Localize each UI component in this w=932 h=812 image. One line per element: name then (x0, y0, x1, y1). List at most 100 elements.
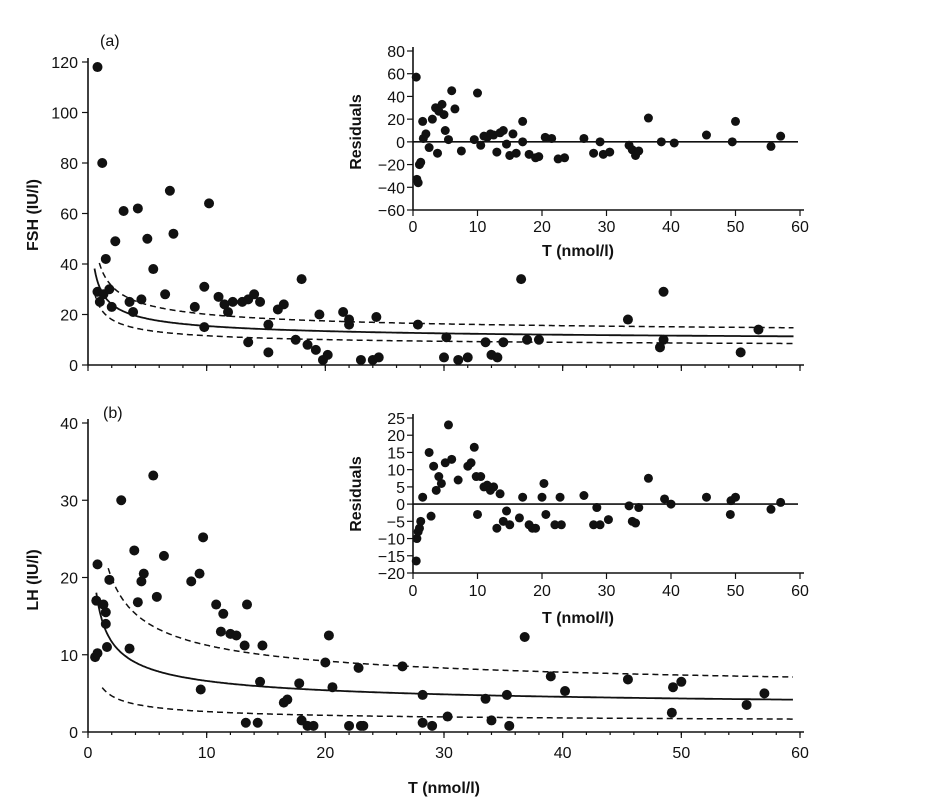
panel-b-x-tick: 20 (316, 745, 334, 762)
data-point (164, 185, 175, 196)
data-point (129, 545, 140, 556)
data-point (128, 306, 139, 317)
residual-point (539, 478, 549, 488)
data-point (501, 689, 512, 700)
panel-b-inset-y-tick: 10 (387, 463, 405, 480)
residual-point (518, 137, 528, 147)
residual-point (466, 458, 476, 468)
panel-a-inset-axes (407, 47, 804, 216)
panel-b-inset-x-tick-labels: 0 10 20 30 40 50 60 (409, 583, 809, 600)
data-point (158, 550, 169, 561)
panel-b-y-label: LH (IU/l) (25, 549, 42, 610)
data-point (92, 62, 103, 73)
residual-point (518, 492, 528, 502)
panel-b-inset-x-tick: 20 (533, 583, 551, 600)
data-point (441, 332, 452, 343)
panel-a-inset: Residuals T (nmol/l) −60 −40 −20 0 20 40… (348, 44, 809, 260)
panel-b-inset-axes (407, 414, 804, 579)
data-point (560, 686, 571, 697)
panel-b-x-label: T (nmol/l) (408, 780, 480, 797)
residual-point (411, 556, 421, 566)
data-point (124, 296, 135, 307)
data-point (98, 599, 109, 610)
panel-b-x-tick: 0 (84, 745, 93, 762)
data-point (658, 334, 669, 345)
residual-point (453, 475, 463, 485)
data-point (453, 354, 464, 365)
panel-a-inset-y-tick: −20 (378, 158, 405, 175)
residual-point (776, 497, 786, 507)
data-point (658, 286, 669, 297)
residual-point (505, 520, 515, 530)
panel-a-inset-y-tick-labels: −60 −40 −20 0 20 40 60 80 (378, 44, 405, 220)
data-point (198, 532, 209, 543)
data-point (654, 342, 665, 353)
residual-point (701, 130, 711, 140)
residual-point (456, 146, 466, 156)
data-point (759, 688, 770, 699)
residual-point (416, 157, 426, 167)
residual-point (531, 523, 541, 533)
data-point (533, 334, 544, 345)
panel-a-fit-curves (93, 262, 794, 345)
residual-point (473, 88, 482, 98)
data-point (462, 352, 473, 363)
panel-a-y-tick: 20 (60, 308, 78, 325)
residual-point (624, 501, 634, 511)
data-point (296, 274, 307, 285)
panel-a-y-tick-labels: 0 20 40 60 80 100 120 (51, 55, 78, 375)
panel-b-y-tick: 0 (69, 725, 78, 742)
data-point (358, 720, 369, 731)
residual-point (434, 472, 444, 482)
data-point (417, 717, 428, 728)
residual-point (418, 492, 428, 502)
residual-point (421, 129, 431, 139)
residual-point (447, 86, 457, 96)
panel-a-inset-x-tick: 30 (598, 219, 616, 236)
residual-point (476, 472, 486, 482)
panel-b-x-tick: 30 (435, 745, 453, 762)
residual-point (476, 140, 486, 150)
data-point (753, 324, 764, 335)
residual-point (411, 72, 421, 82)
residual-point (518, 116, 528, 126)
data-point (211, 599, 222, 610)
panel-a-inset-y-tick: 20 (387, 112, 405, 129)
lower-confidence-curve (93, 292, 794, 345)
panel-b-inset-y-tick: 5 (396, 480, 405, 497)
panel-b: (b) LH (IU/l) T (nmol/l) 0 10 20 30 40 0… (25, 405, 809, 797)
residual-point (413, 178, 423, 188)
residual-point (555, 492, 565, 502)
panel-a-y-label: FSH (IU/l) (25, 179, 42, 251)
data-point (227, 296, 238, 307)
data-point (92, 559, 103, 570)
data-point (138, 568, 149, 579)
data-point (545, 671, 556, 682)
data-point (480, 693, 491, 704)
data-point (136, 576, 147, 587)
residual-point (514, 513, 524, 523)
residual-point (669, 138, 679, 148)
panel-a-inset-y-tick: 40 (387, 89, 405, 106)
panel-a-inset-y-label: Residuals (348, 94, 365, 170)
panel-a-inset-y-tick: 0 (396, 135, 405, 152)
data-point (278, 299, 289, 310)
panel-a-y-tick: 100 (51, 106, 78, 123)
panel-a-inset-x-tick: 50 (727, 219, 745, 236)
panel-b-inset-x-tick: 40 (662, 583, 680, 600)
residual-point (440, 126, 450, 135)
panel-b-x-tick: 50 (672, 745, 690, 762)
data-point (195, 684, 206, 695)
data-point (504, 720, 515, 731)
data-point (439, 352, 449, 363)
residual-point (631, 518, 641, 528)
residual-point (634, 503, 644, 513)
residual-point (495, 489, 505, 499)
residual-point (502, 506, 512, 516)
data-point (104, 284, 115, 295)
data-point (110, 236, 121, 247)
data-point (668, 682, 679, 693)
residual-point (437, 99, 447, 109)
residual-point (592, 503, 602, 513)
residual-point (766, 141, 776, 151)
